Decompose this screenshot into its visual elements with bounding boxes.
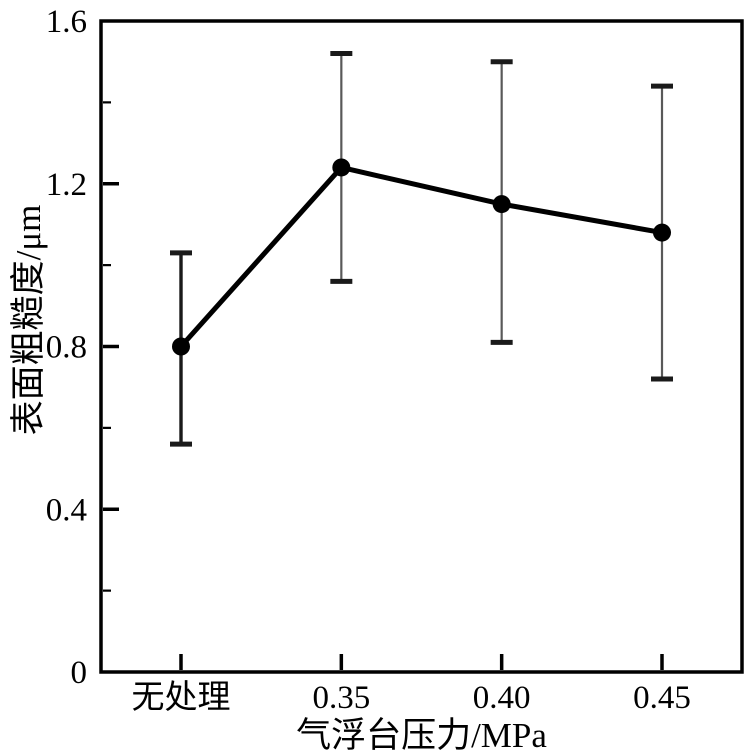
data-point-marker: [332, 158, 351, 177]
y-axis-tick-label: 0.4: [46, 492, 87, 528]
x-axis-title: 气浮台压力/MPa: [296, 716, 547, 755]
data-point-marker: [653, 223, 671, 242]
plot-frame: [99, 19, 744, 674]
y-axis-tick-label: 0: [71, 655, 88, 691]
x-axis-tick-label: 0.35: [312, 680, 370, 716]
series-line: [178, 164, 665, 349]
data-point-marker: [492, 195, 511, 214]
data-point-marker: [172, 337, 190, 356]
y-axis-title: 表面粗糙度/μm: [9, 205, 48, 436]
x-axis-tick-label: 0.45: [633, 680, 691, 716]
y-axis-tick-label: 1.2: [46, 167, 87, 203]
x-axis-tick-label: 无处理: [132, 679, 231, 716]
x-axis-tick-label: 0.40: [473, 680, 531, 716]
y-axis-tick-label: 0.8: [46, 330, 87, 366]
y-axis-tick-label: 1.6: [46, 4, 87, 40]
